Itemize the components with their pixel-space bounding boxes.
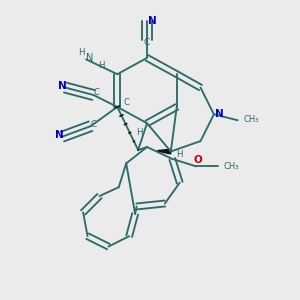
- Text: N: N: [148, 16, 157, 26]
- Text: N: N: [55, 130, 64, 140]
- Text: CH₃: CH₃: [243, 115, 259, 124]
- Text: H: H: [78, 48, 85, 57]
- Text: N: N: [58, 80, 67, 91]
- Text: O: O: [193, 155, 202, 165]
- Text: H: H: [176, 150, 182, 159]
- Polygon shape: [158, 149, 171, 154]
- Text: C: C: [123, 98, 129, 107]
- Text: N: N: [215, 109, 224, 119]
- Text: H: H: [136, 128, 143, 137]
- Text: C: C: [94, 88, 100, 98]
- Text: C: C: [91, 120, 97, 129]
- Text: CH₃: CH₃: [224, 162, 239, 171]
- Text: C: C: [144, 38, 150, 46]
- Text: H: H: [98, 61, 104, 70]
- Text: N: N: [86, 53, 93, 63]
